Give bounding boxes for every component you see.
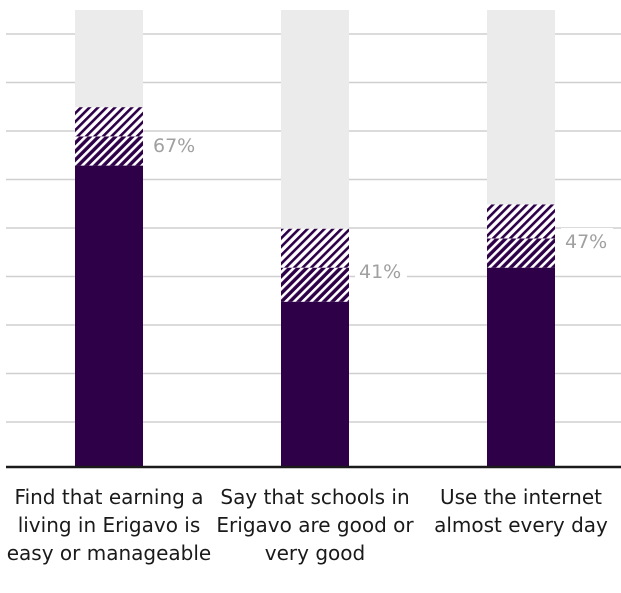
bar-segment-hatch-dark-schools bbox=[281, 267, 349, 302]
value-label-internet: 47% bbox=[565, 231, 607, 253]
bar-segment-hatch-light-earning-living bbox=[75, 107, 143, 137]
value-label-backing bbox=[355, 258, 407, 284]
bar-segment-hatch-dark-earning-living bbox=[75, 136, 143, 166]
value-label-backing bbox=[561, 228, 613, 254]
category-label-internet: Use the internet almost every day bbox=[434, 485, 608, 537]
value-label-backing bbox=[149, 132, 201, 158]
bar-segment-hatch-light-schools bbox=[281, 228, 349, 268]
value-label-earning-living: 67% bbox=[153, 135, 195, 157]
category-label-earning-living: Find that earning a living in Erigavo is… bbox=[6, 485, 212, 565]
bar-segment-solid-internet bbox=[487, 267, 555, 467]
bar-segment-solid-earning-living bbox=[75, 165, 143, 467]
bars bbox=[75, 10, 555, 467]
bar-segment-hatch-dark-internet bbox=[487, 238, 555, 268]
bar-segment-solid-schools bbox=[281, 301, 349, 467]
value-labels: 67% 41% 47% bbox=[149, 132, 613, 284]
value-label-schools: 41% bbox=[359, 261, 401, 283]
category-label-schools: Say that schools in Erigavo are good or … bbox=[216, 485, 414, 565]
bar-segment-hatch-light-internet bbox=[487, 204, 555, 239]
